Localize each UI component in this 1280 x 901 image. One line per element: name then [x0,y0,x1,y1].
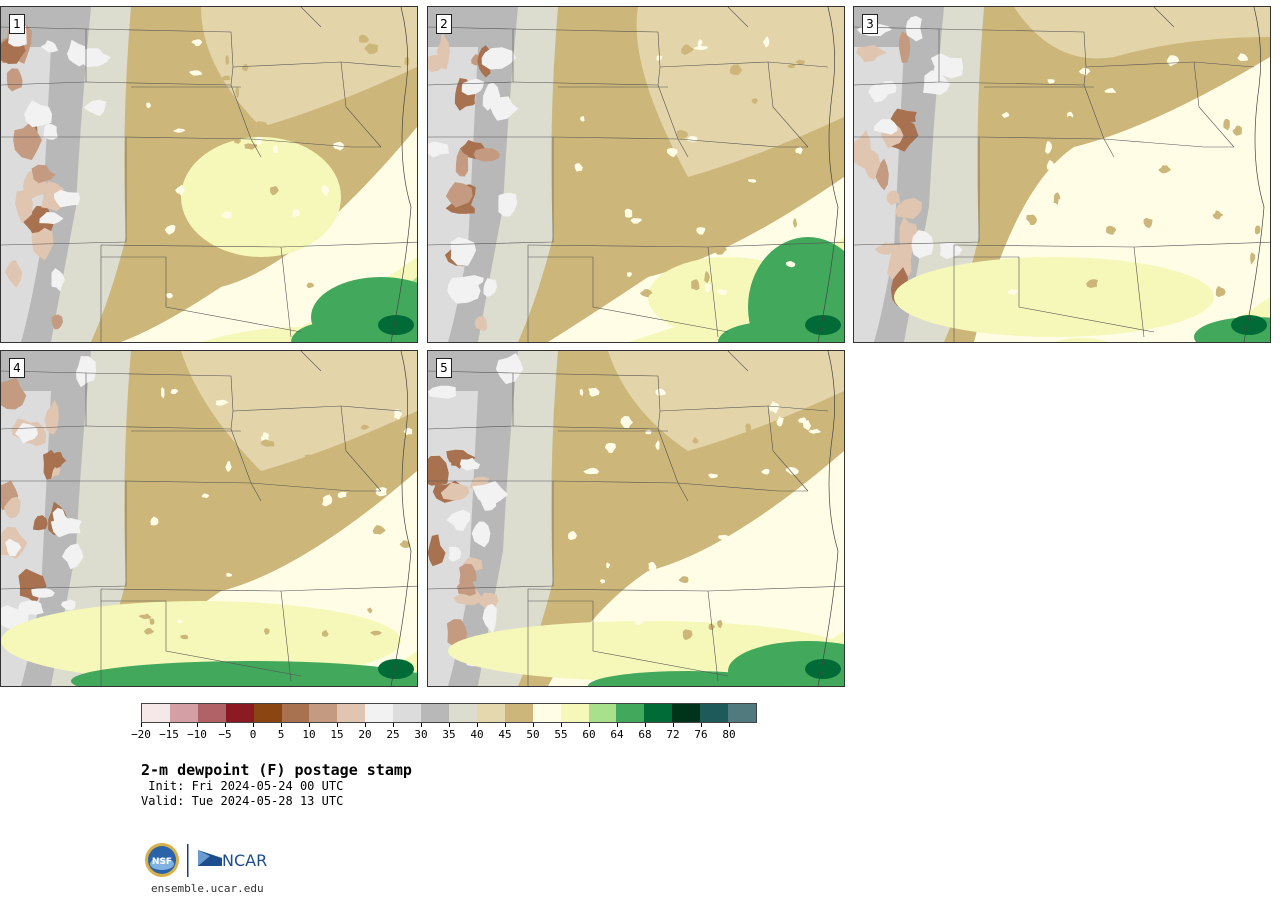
colorbar-swatch [225,704,254,722]
ncar-logo-text: NCAR [222,851,267,870]
colorbar-tick-label: 10 [302,728,316,741]
colorbar-tick [729,723,730,727]
dewpoint-map-4 [1,351,417,686]
colorbar-swatch [253,704,282,722]
colorbar-tick-label: 25 [386,728,400,741]
logos: NSF NCAR [145,843,267,877]
map-panel-3: 3 [853,6,1271,343]
colorbar-swatch [700,704,729,722]
colorbar-tick-label: 30 [414,728,428,741]
colorbar-swatch [197,704,226,722]
colorbar-tick [225,723,226,727]
colorbar-tick [253,723,254,727]
valid-time: Valid: Tue 2024-05-28 13 UTC [141,794,344,808]
colorbar-ticks: −20 −15 −10 −5 0 5 10 15 20 25 30 35 40 45 50 55 60 64 68 7… [131,723,757,743]
colorbar-swatch [169,704,198,722]
colorbar-tick [281,723,282,727]
colorbar-tick [393,723,394,727]
map-panel-4: 4 [0,350,418,687]
nsf-logo-text: NSF [152,857,172,867]
colorbar-swatch [560,704,589,722]
colorbar-swatch [448,704,477,722]
ncar-logo-icon: NCAR [198,850,267,870]
colorbar-swatch [672,704,701,722]
colorbar-tick [561,723,562,727]
colorbar-swatch [532,704,561,722]
init-time: Init: Fri 2024-05-24 00 UTC [141,779,344,793]
colorbar-swatch [588,704,617,722]
colorbar-swatch [309,704,338,722]
colorbar-swatch [281,704,310,722]
dewpoint-map-2 [428,7,844,342]
colorbar-tick [169,723,170,727]
colorbar-tick [421,723,422,727]
colorbar-tick-label: 55 [554,728,568,741]
colorbar-swatch [337,704,366,722]
panel-number-2: 2 [436,14,452,34]
colorbar-tick [589,723,590,727]
colorbar-tick-label: 80 [722,728,736,741]
panel-number-1: 1 [9,14,25,34]
colorbar-tick [197,723,198,727]
colorbar-tick [533,723,534,727]
map-panel-2: 2 [427,6,845,343]
colorbar-swatch [142,704,170,722]
figure-title: 2-m dewpoint (F) postage stamp [141,761,412,779]
colorbar-tick-label: 76 [694,728,708,741]
colorbar-tick [365,723,366,727]
dewpoint-map-5 [428,351,844,686]
colorbar-tick-label: 50 [526,728,540,741]
colorbar-tick-label: −20 [131,728,151,741]
colorbar-tick-label: −10 [187,728,207,741]
map-panel-5: 5 [427,350,845,687]
colorbar-tick [477,723,478,727]
logo-divider [187,844,189,877]
colorbar-tick-label: 35 [442,728,456,741]
colorbar-tick-label: 5 [277,728,285,741]
colorbar-tick-label: −15 [159,728,179,741]
colorbar-swatch [393,704,422,722]
colorbar-tick-label: 64 [610,728,624,741]
panel-number-3: 3 [862,14,878,34]
dewpoint-map-1 [1,7,417,342]
colorbar-tick [673,723,674,727]
colorbar-swatch [728,704,756,722]
colorbar-tick-label: 72 [666,728,680,741]
colorbar-tick [617,723,618,727]
colorbar-tick-label: 20 [358,728,372,741]
panel-number-4: 4 [9,358,25,378]
colorbar-tick [701,723,702,727]
map-panel-1: 1 [0,6,418,343]
website-url: ensemble.ucar.edu [151,882,264,895]
colorbar-tick [337,723,338,727]
colorbar-swatch [504,704,533,722]
colorbar-tick [141,723,142,727]
colorbar-tick-label: 0 [249,728,257,741]
dewpoint-map-3 [854,7,1270,342]
colorbar-tick-label: 68 [638,728,652,741]
colorbar-swatch [644,704,673,722]
colorbar-tick-label: −5 [218,728,232,741]
colorbar-swatch [365,704,394,722]
panel-number-5: 5 [436,358,452,378]
colorbar-swatch [616,704,645,722]
colorbar-swatch [476,704,505,722]
colorbar-tick [449,723,450,727]
colorbar-tick [505,723,506,727]
colorbar-tick-label: 60 [582,728,596,741]
colorbar-tick-label: 15 [330,728,344,741]
colorbar-tick-label: 45 [498,728,512,741]
colorbar-tick [309,723,310,727]
nsf-logo-icon: NSF [145,843,179,877]
colorbar-tick-label: 40 [470,728,484,741]
colorbar-swatch [421,704,449,722]
colorbar [141,703,757,723]
colorbar-tick [645,723,646,727]
